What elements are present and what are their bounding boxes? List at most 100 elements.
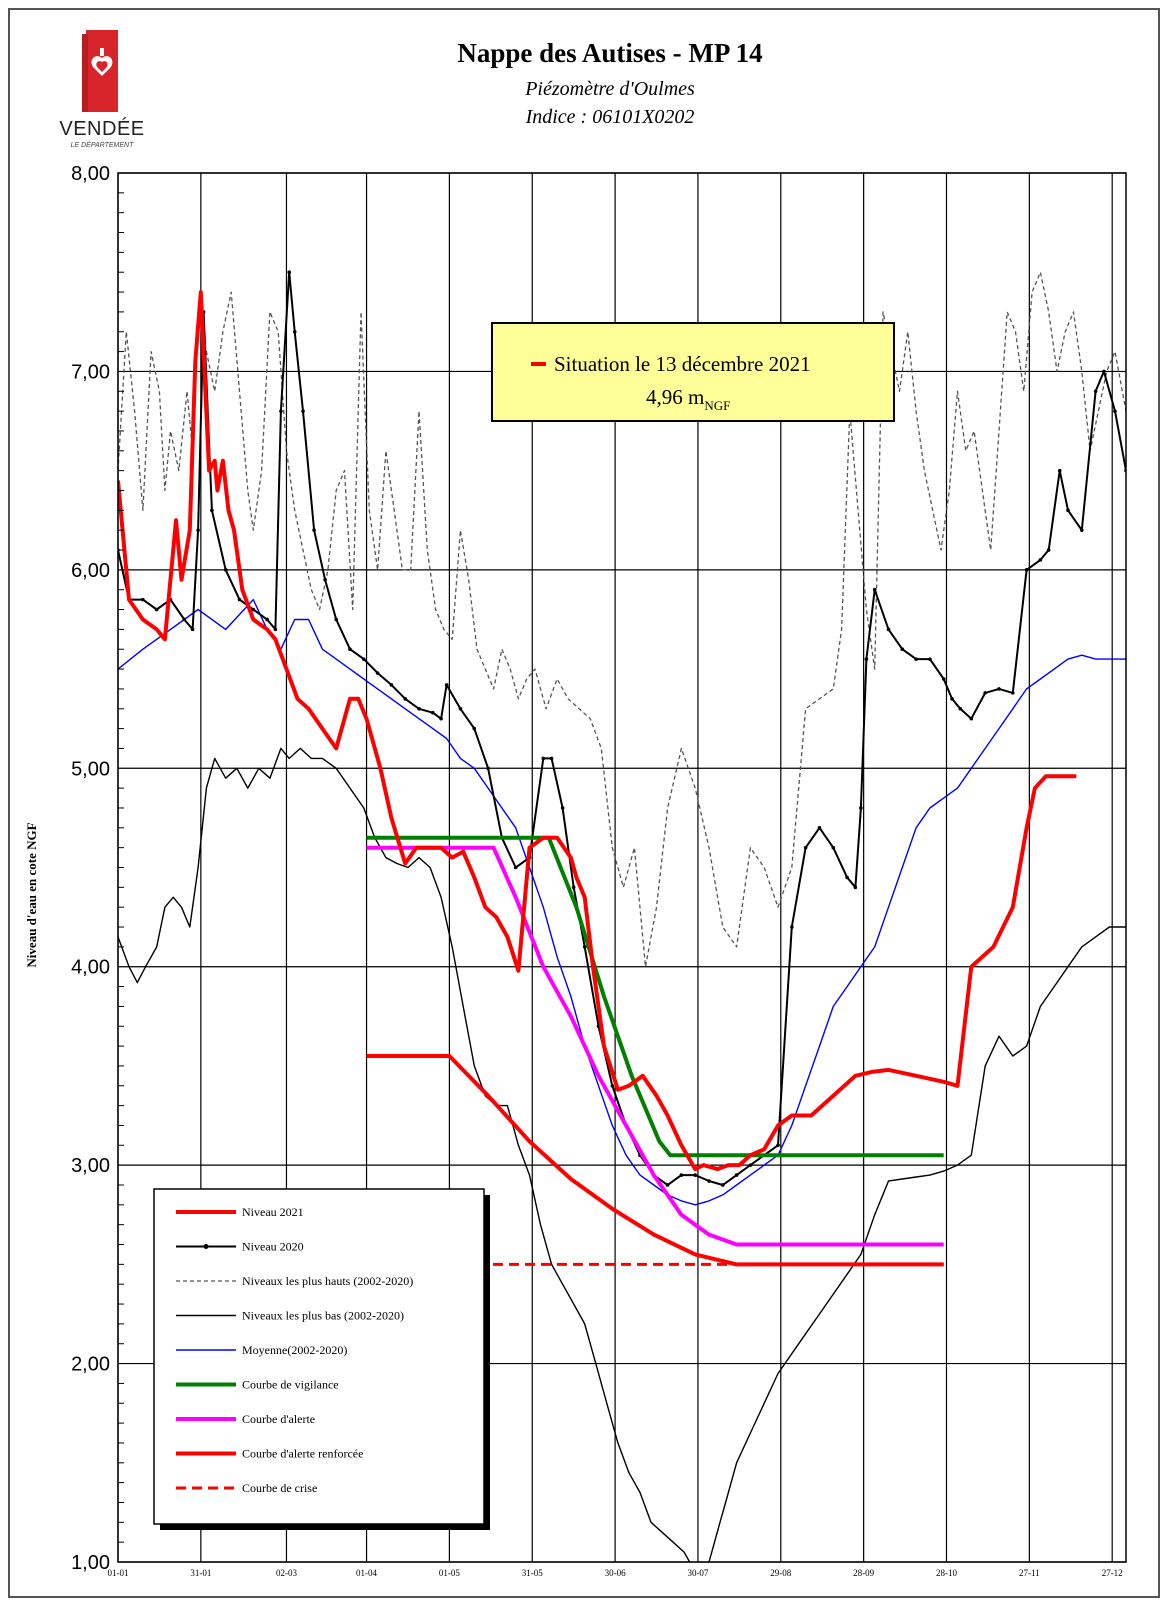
legend-label-1: Niveau 2020 [242, 1240, 304, 1254]
series-1-point [549, 756, 554, 761]
series-1-point [439, 716, 443, 721]
legend-label-6: Courbe d'alerte [242, 1412, 315, 1426]
x-tick-label: 02-03 [276, 1568, 297, 1578]
series-1-point [486, 766, 490, 771]
series-1-point [1057, 468, 1062, 473]
y-tick-label: 8,00 [71, 163, 110, 185]
series-1-point [312, 528, 316, 532]
y-tick-label: 5,00 [71, 758, 110, 780]
x-tick-label: 31-05 [522, 1568, 543, 1578]
x-tick-label: 01-01 [108, 1568, 129, 1578]
series-1-point [1113, 409, 1117, 413]
series-1-point [886, 627, 891, 632]
x-tick-label: 01-04 [356, 1568, 377, 1578]
series-1-point [582, 945, 587, 949]
series-1-point [444, 683, 449, 687]
chart-subtitle: Piézomètre d'Oulmes [525, 78, 695, 100]
chart-axes: 1,00 2,00 3,00 4,00 5,00 6,00 7,00 8,00 01-01 31-… [71, 163, 1127, 1578]
logo-subtitle: LE DÉPARTEMENT [70, 142, 134, 149]
series-1-point [997, 687, 1001, 691]
legend: Niveau 2021 Niveau 2020 Niveaux les plus h… [153, 1188, 490, 1530]
series-1-point [958, 706, 963, 711]
series-1-point [734, 1173, 739, 1177]
plot-border [117, 172, 1127, 1563]
series-line-7 [366, 1054, 944, 1267]
chart-series [118, 270, 1126, 1562]
series-1-point [348, 647, 352, 652]
annotation-box [491, 322, 895, 422]
series-1-point [721, 1183, 725, 1187]
logo-name: VENDÉE [59, 118, 145, 140]
series-1-point [679, 1173, 684, 1177]
series-1-point [375, 671, 380, 675]
series-1-point [403, 697, 408, 701]
legend-label-5: Courbe de vigilance [242, 1378, 339, 1392]
series-1-point [1102, 369, 1106, 374]
series-line-6 [366, 845, 944, 1247]
series-1-point [292, 329, 297, 334]
series-1-point [1024, 568, 1029, 572]
legend-box [153, 1188, 485, 1525]
vendee-logo [82, 30, 118, 112]
series-1-point [845, 875, 849, 880]
annotation-line1: Situation le 13 décembre 2021 [554, 352, 811, 376]
annotation-unit: NGF [704, 398, 730, 413]
series-1-point [265, 617, 269, 622]
x-tick-label: 28-09 [853, 1568, 874, 1578]
series-1-point [803, 845, 808, 850]
series-1-point [196, 528, 200, 532]
series-1-point [817, 826, 822, 830]
series-1-point [472, 726, 477, 731]
series-1-point [458, 706, 463, 711]
x-tick-label: 31-01 [190, 1568, 211, 1578]
x-tick-label: 30-06 [605, 1568, 626, 1578]
x-tick-label: 30-07 [687, 1568, 708, 1578]
series-1-point [279, 409, 283, 413]
series-1-point [853, 885, 858, 890]
y-tick-label: 3,00 [71, 1155, 110, 1177]
series-1-point [776, 1143, 780, 1148]
series-1-point [571, 885, 576, 890]
series-1-point [707, 1179, 711, 1183]
series-1-point [790, 925, 794, 929]
series-1-point [1046, 548, 1051, 552]
x-tick-label: 28-10 [936, 1568, 957, 1578]
series-line-0 [118, 290, 1077, 1172]
series-1-point [560, 806, 565, 810]
y-tick-label: 4,00 [71, 957, 110, 979]
series-1-point [914, 657, 918, 661]
legend-label-2: Niveaux les plus hauts (2002-2020) [242, 1274, 413, 1288]
annotation-value-number: 4,96 m [646, 385, 704, 409]
series-1-point [541, 756, 546, 761]
series-1-point [1038, 558, 1043, 562]
series-1-point [969, 716, 974, 721]
legend-label-8: Courbe de crise [242, 1481, 317, 1495]
series-1-point [748, 1163, 753, 1167]
y-axis-label: Niveau d'eau en cote NGF [24, 822, 39, 967]
series-1-point [941, 677, 946, 681]
y-tick-label: 7,00 [71, 361, 110, 383]
series-1-point [864, 657, 869, 661]
series-1-point [210, 508, 214, 513]
series-1-point [141, 597, 145, 602]
y-tick-label: 1,00 [71, 1552, 110, 1574]
x-tick-label: 27-12 [1102, 1568, 1123, 1578]
legend-marker [203, 1244, 209, 1249]
x-tick-label: 29-08 [770, 1568, 791, 1578]
y-tick-label: 6,00 [71, 560, 110, 582]
series-1-point [665, 1183, 670, 1187]
series-1-point [361, 657, 366, 661]
series-line-5 [366, 835, 944, 1158]
chart-indice: Indice : 06101X0202 [525, 106, 695, 128]
series-1-point [334, 617, 338, 622]
series-1-point [251, 607, 256, 612]
legend-label-0: Niveau 2021 [242, 1205, 304, 1219]
series-1-point [190, 627, 195, 632]
series-1-point [513, 865, 518, 870]
series-1-point [182, 617, 187, 622]
series-1-point [389, 683, 394, 687]
series-1-point [417, 706, 421, 711]
series-line-4 [118, 598, 1126, 1206]
series-1-point [872, 587, 877, 592]
